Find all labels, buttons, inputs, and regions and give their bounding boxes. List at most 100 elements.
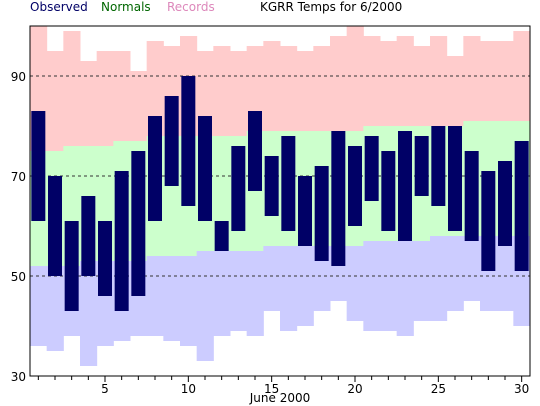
x-tick-label-5: 5: [101, 382, 109, 396]
observed-bar-day-23: [398, 131, 412, 241]
record-high-band-day-24: [413, 46, 431, 126]
record-low-band-day-4: [80, 261, 98, 366]
record-high-band-day-25: [430, 36, 448, 126]
record-high-band-day-3: [63, 31, 81, 146]
record-low-band-day-20: [346, 246, 364, 321]
record-high-band-day-2: [46, 51, 64, 151]
observed-bar-day-16: [281, 136, 296, 231]
record-high-band-day-29: [496, 41, 514, 121]
record-high-band-day-26: [446, 56, 464, 126]
record-low-band-day-11: [196, 251, 214, 361]
record-low-band-day-16: [280, 246, 298, 331]
observed-bar-day-10: [181, 76, 196, 206]
record-low-band-day-29: [496, 236, 514, 311]
record-high-band-day-8: [146, 41, 164, 136]
observed-bars: [31, 76, 529, 311]
record-high-band-day-21: [363, 36, 381, 126]
plot-frame: [29, 25, 531, 377]
observed-bar-day-20: [348, 146, 362, 226]
record-low-band-day-14: [246, 251, 264, 336]
observed-bar-day-22: [381, 151, 396, 231]
record-high-band-day-28: [480, 41, 498, 121]
observed-bar-day-3: [64, 221, 79, 311]
record-high-band-day-16: [280, 46, 298, 131]
record-high-band-day-27: [463, 36, 481, 121]
record-high-band-day-12: [213, 46, 231, 136]
observed-bar-day-25: [431, 126, 446, 206]
record-high-band-day-7: [130, 71, 148, 141]
record-high-band-day-17: [296, 51, 314, 131]
observed-bar-day-6: [114, 171, 129, 311]
record-high-band-day-4: [80, 61, 98, 146]
observed-bar-day-29: [498, 161, 512, 246]
record-low-band-day-26: [446, 236, 464, 311]
observed-bar-day-26: [448, 126, 462, 231]
x-tick-label-20: 20: [347, 382, 362, 396]
record-low-band-day-10: [180, 256, 198, 346]
record-high-band-day-22: [380, 41, 398, 126]
x-tick-label-30: 30: [514, 382, 529, 396]
observed-bar-day-9: [164, 96, 179, 186]
record-low-band-day-25: [430, 236, 448, 321]
observed-bar-day-19: [331, 131, 346, 266]
legend-records: Records: [167, 0, 215, 14]
observed-bar-day-4: [81, 196, 96, 276]
x-axis-label: June 2000: [249, 391, 311, 405]
record-high-band-day-6: [113, 51, 131, 141]
record-low-band-day-13: [230, 251, 248, 331]
record-high-band-day-20: [346, 26, 364, 131]
axis-layer: 5 10 15 20 25 30 30 50 70 90: [11, 70, 530, 396]
observed-bar-day-28: [481, 171, 496, 271]
record-high-band-day-23: [396, 36, 414, 126]
observed-bar-day-7: [131, 151, 146, 296]
y-tick-label-90: 90: [11, 70, 26, 84]
observed-bar-day-18: [314, 166, 329, 261]
observed-bar-day-12: [214, 221, 229, 251]
chart-title: KGRR Temps for 6/2000: [260, 0, 403, 14]
observed-bar-day-13: [231, 146, 246, 231]
observed-bar-day-27: [464, 151, 479, 241]
record-high-band-day-18: [313, 46, 331, 131]
x-tick-label-10: 10: [181, 382, 196, 396]
observed-bar-day-15: [264, 156, 279, 216]
observed-bar-day-5: [98, 221, 112, 296]
observed-bar-day-2: [48, 176, 62, 276]
record-low-band-day-23: [396, 241, 414, 336]
record-low-band-day-1: [30, 266, 48, 346]
record-high-band-day-19: [330, 36, 348, 131]
y-tick-label-30: 30: [11, 370, 26, 384]
record-low-band-day-15: [263, 246, 281, 311]
observed-bar-day-1: [31, 111, 46, 221]
legend-normals: Normals: [101, 0, 151, 14]
record-low-band-day-27: [463, 236, 481, 301]
observed-bar-day-21: [364, 136, 379, 201]
record-high-band-day-30: [513, 31, 531, 121]
record-low-band-day-8: [146, 256, 164, 336]
record-low-band-day-17: [296, 246, 314, 326]
y-tick-label-50: 50: [11, 270, 26, 284]
record-high-band-day-5: [96, 51, 114, 146]
record-high-band-day-14: [246, 46, 264, 131]
grid-layer: [30, 75, 530, 277]
record-low-band-day-21: [363, 241, 381, 331]
observed-bar-day-24: [414, 136, 429, 196]
x-tick-label-15: 15: [264, 382, 279, 396]
record-low-band-day-9: [163, 256, 181, 341]
legend-observed: Observed: [30, 0, 88, 14]
record-low-band-day-2: [46, 266, 64, 351]
record-low-band-day-18: [313, 246, 331, 311]
observed-bar-day-17: [298, 176, 312, 246]
record-high-band-day-11: [196, 51, 214, 136]
observed-bar-day-8: [148, 116, 162, 221]
record-low-band-day-22: [380, 241, 398, 331]
y-tick-label-70: 70: [11, 170, 26, 184]
record-high-band-day-13: [230, 51, 248, 136]
observed-bar-day-11: [198, 116, 212, 221]
x-tick-label-25: 25: [431, 382, 446, 396]
record-low-band-day-24: [413, 241, 431, 321]
observed-bar-day-14: [248, 111, 262, 191]
record-high-band-day-15: [263, 41, 281, 131]
record-low-band-day-12: [213, 251, 231, 336]
observed-bar-day-30: [514, 141, 529, 271]
